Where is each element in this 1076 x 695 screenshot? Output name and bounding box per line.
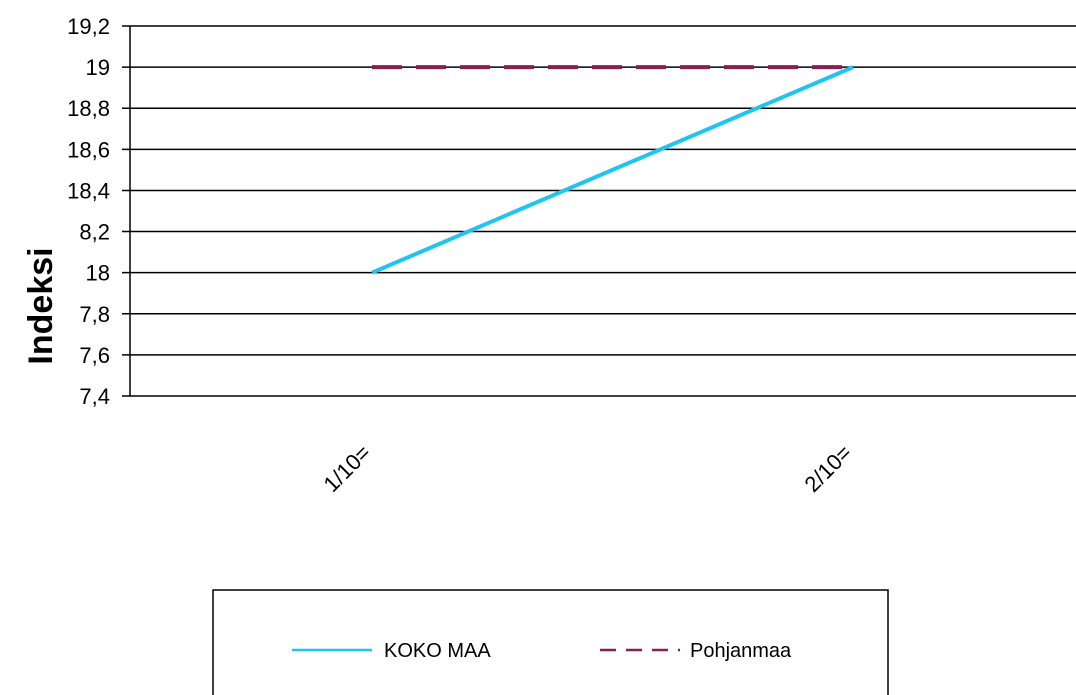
y-tick-label: 19,2 (67, 14, 110, 39)
legend: KOKO MAA Pohjanmaa (212, 589, 889, 695)
y-tick-label: 7,6 (79, 343, 110, 368)
y-tick-label: 18,4 (67, 178, 110, 203)
y-tick-label: 19 (86, 55, 110, 80)
y-tick-label: 18,6 (67, 137, 110, 162)
y-tick-label: 18,8 (67, 96, 110, 121)
y-axis-label: Indeksi (22, 247, 60, 364)
y-tick-label: 7,4 (79, 384, 110, 409)
legend-entry: Pohjanmaa (690, 640, 792, 662)
legend-box (212, 589, 889, 695)
series-line (371, 65, 854, 275)
legend-entry: KOKO MAA (384, 640, 491, 662)
x-tick-labels: 1/10= 2/10= (318, 440, 856, 497)
grid-lines (122, 25, 1076, 397)
series-lines (371, 65, 854, 275)
x-tick-label: 1/10= (318, 440, 375, 497)
y-tick-label: 7,8 (79, 302, 110, 327)
y-tick-label: 8,2 (79, 220, 110, 245)
y-tick-label: 18 (86, 261, 110, 286)
y-tick-labels: 7,4 7,6 7,8 18 8,2 18,4 18,6 18,8 19 19,2 (67, 14, 110, 409)
x-tick-label: 2/10= (799, 440, 856, 497)
